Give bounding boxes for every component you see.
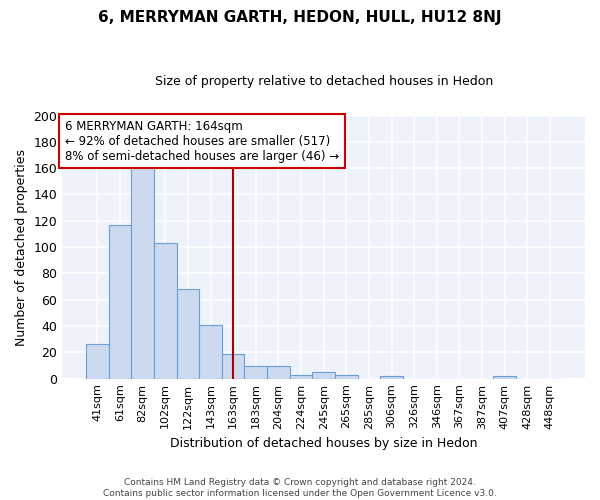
Bar <box>244 366 267 378</box>
Bar <box>335 374 358 378</box>
Bar <box>380 376 403 378</box>
Bar <box>267 366 290 378</box>
Bar <box>199 324 222 378</box>
Title: Size of property relative to detached houses in Hedon: Size of property relative to detached ho… <box>155 75 493 88</box>
Bar <box>493 376 516 378</box>
Text: 6 MERRYMAN GARTH: 164sqm
← 92% of detached houses are smaller (517)
8% of semi-d: 6 MERRYMAN GARTH: 164sqm ← 92% of detach… <box>65 120 339 162</box>
Bar <box>154 243 176 378</box>
Bar <box>313 372 335 378</box>
Bar <box>290 374 313 378</box>
Bar <box>222 354 244 378</box>
Text: Contains HM Land Registry data © Crown copyright and database right 2024.
Contai: Contains HM Land Registry data © Crown c… <box>103 478 497 498</box>
Bar <box>131 164 154 378</box>
Y-axis label: Number of detached properties: Number of detached properties <box>15 148 28 346</box>
X-axis label: Distribution of detached houses by size in Hedon: Distribution of detached houses by size … <box>170 437 478 450</box>
Bar <box>86 344 109 378</box>
Bar <box>176 289 199 378</box>
Bar <box>109 225 131 378</box>
Text: 6, MERRYMAN GARTH, HEDON, HULL, HU12 8NJ: 6, MERRYMAN GARTH, HEDON, HULL, HU12 8NJ <box>98 10 502 25</box>
